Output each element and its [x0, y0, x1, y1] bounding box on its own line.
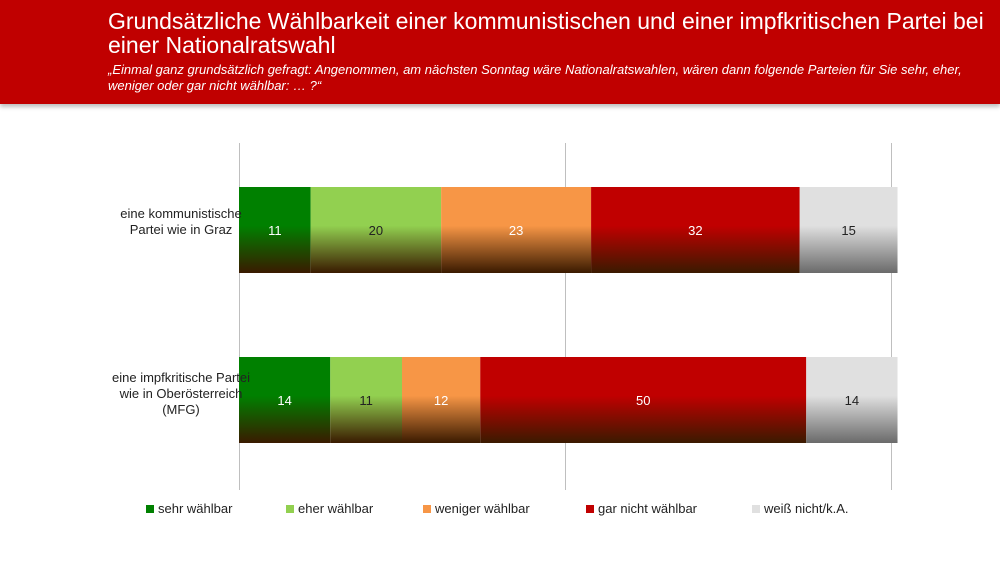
- legend-swatch: [586, 504, 594, 513]
- bar-segment-1-1: [330, 357, 402, 443]
- bar-segment-0-3: [591, 187, 800, 273]
- data-label-0-2: 23: [509, 223, 523, 238]
- data-label-1-1: 11: [359, 393, 373, 408]
- category-label-0: eine kommunistische Partei wie in Graz: [120, 206, 242, 237]
- page-title: Grundsätzliche Wählbarkeit einer kommuni…: [108, 8, 984, 58]
- data-label-1-0: 14: [277, 393, 291, 408]
- data-label-0-1: 20: [369, 223, 383, 238]
- legend-label: weniger wählbar: [435, 501, 530, 516]
- data-label-0-3: 32: [688, 223, 702, 238]
- data-label-0-0: 11: [268, 223, 282, 238]
- bar-segment-1-0: [239, 357, 331, 443]
- legend-swatch: [146, 504, 154, 513]
- legend-swatch: [752, 504, 760, 513]
- legend-item-0: sehr wählbar: [146, 501, 232, 516]
- bar-segment-1-4: [806, 357, 898, 443]
- data-label-1-3: 50: [636, 393, 650, 408]
- legend-label: gar nicht wählbar: [598, 501, 697, 516]
- legend-item-3: gar nicht wählbar: [586, 501, 697, 516]
- data-label-1-4: 14: [845, 393, 859, 408]
- legend-swatch: [423, 504, 431, 513]
- legend-label: eher wählbar: [298, 501, 374, 516]
- legend-label: sehr wählbar: [158, 501, 233, 516]
- bar-segment-0-1: [310, 187, 442, 273]
- page-subtitle: „Einmal ganz grundsätzlich gefragt: Ange…: [108, 62, 962, 93]
- legend-item-2: weniger wählbar: [423, 501, 530, 516]
- bar-segment-1-2: [402, 357, 481, 443]
- legend-item-4: weiß nicht/k.A.: [752, 501, 849, 516]
- legend-item-1: eher wählbar: [286, 501, 373, 516]
- header-banner: Grundsätzliche Wählbarkeit einer kommuni…: [0, 0, 1000, 104]
- bar-segment-1-3: [480, 357, 807, 443]
- data-label-1-2: 12: [434, 393, 448, 408]
- bar-segment-0-4: [799, 187, 898, 273]
- bar-segment-0-2: [441, 187, 592, 273]
- bar-segment-0-0: [239, 187, 311, 273]
- data-label-0-4: 15: [841, 223, 855, 238]
- legend-label: weiß nicht/k.A.: [764, 501, 849, 516]
- legend-swatch: [286, 504, 294, 513]
- category-label-1: eine impfkritische Partei wie in Oberöst…: [112, 370, 250, 417]
